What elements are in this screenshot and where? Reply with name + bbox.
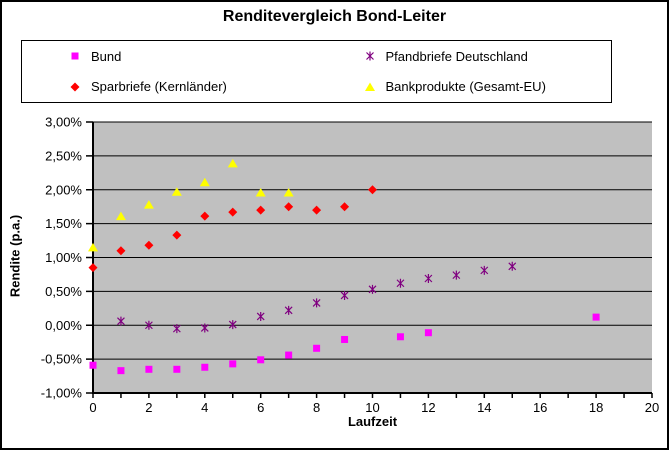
square-marker: [145, 365, 153, 373]
x-tick-label: 8: [313, 400, 320, 415]
diamond-marker: [70, 82, 80, 92]
star-marker: [365, 51, 374, 61]
square-marker: [117, 367, 125, 375]
triangle-marker: [115, 211, 126, 221]
square-marker: [257, 356, 265, 364]
y-tick-label: 2,00%: [45, 182, 82, 197]
star-marker: [228, 320, 237, 330]
y-axis-title: Rendite (p.a.): [7, 214, 23, 298]
square-marker: [229, 360, 237, 368]
star-marker: [256, 311, 265, 321]
y-tick-label: -0,50%: [41, 352, 83, 367]
triangle-marker: [364, 82, 375, 91]
diamond-marker: [116, 246, 126, 256]
series-star-1[interactable]: [117, 261, 517, 334]
legend-item-0[interactable]: Bund: [22, 41, 317, 72]
diamond-marker: [340, 202, 350, 212]
y-tick-label: 3,00%: [45, 115, 82, 130]
triangle-marker-icon: [364, 82, 375, 91]
legend-label: Sparbriefe (Kernländer): [91, 79, 227, 95]
y-tick-label: 1,00%: [45, 250, 82, 265]
diamond-marker: [228, 207, 238, 217]
x-tick-label: 18: [589, 400, 603, 415]
legend-label: Pfandbriefe Deutschland: [385, 48, 528, 64]
star-marker: [480, 265, 489, 275]
square-marker: [71, 52, 79, 60]
chart-title: Renditevergleich Bond-Leiter: [222, 8, 447, 25]
series-triangle-3[interactable]: [88, 158, 294, 252]
x-tick-label: 4: [201, 400, 208, 415]
square-marker: [424, 329, 432, 337]
y-tick-label: 1,50%: [45, 216, 82, 231]
star-marker: [396, 278, 405, 288]
triangle-marker: [88, 242, 98, 252]
triangle-marker: [171, 187, 182, 196]
y-tick-label: -1,00%: [41, 386, 83, 401]
y-tick-label: 0,00%: [45, 318, 82, 333]
x-tick-label: 16: [533, 400, 547, 415]
triangle-marker: [283, 187, 294, 197]
diamond-marker: [284, 202, 294, 212]
x-tick-label: 6: [257, 400, 264, 415]
square-marker: [592, 313, 600, 321]
star-marker: [424, 274, 433, 284]
star-marker: [200, 323, 209, 333]
diamond-marker: [312, 205, 322, 215]
star-marker-icon: [365, 51, 374, 61]
x-tick-label: 20: [645, 400, 659, 415]
legend-item-3[interactable]: Bankprodukte (Gesamt-EU): [317, 72, 612, 103]
square-marker: [285, 351, 293, 359]
x-tick-label: 10: [365, 400, 379, 415]
square-marker: [173, 365, 181, 373]
square-marker: [341, 335, 349, 343]
diamond-marker: [172, 230, 182, 240]
y-tick-label: 2,50%: [45, 148, 82, 163]
square-marker: [396, 333, 404, 341]
x-tick-label: 12: [421, 400, 435, 415]
diamond-marker: [368, 185, 377, 195]
star-marker: [312, 298, 321, 308]
x-axis-title: Laufzeit: [347, 414, 398, 429]
legend-label: Bankprodukte (Gesamt-EU): [385, 79, 546, 95]
triangle-marker: [255, 187, 266, 197]
triangle-marker: [199, 177, 210, 187]
square-marker: [201, 363, 209, 371]
legend[interactable]: Bund Pfandbriefe Deutschland Sparbriefe (K…: [21, 40, 612, 103]
star-marker: [144, 320, 153, 330]
x-tick-label: 0: [89, 400, 96, 415]
star-marker: [452, 270, 461, 280]
square-marker: [313, 344, 321, 352]
diamond-marker-icon: [70, 82, 80, 92]
legend-row: Sparbriefe (Kernländer) Bankprodukte (Ges…: [22, 72, 611, 103]
square-marker: [89, 361, 97, 369]
star-marker: [117, 316, 125, 326]
y-tick-label: 0,50%: [45, 284, 82, 299]
star-marker: [508, 261, 517, 271]
x-tick-label: 2: [145, 400, 152, 415]
legend-item-1[interactable]: Pfandbriefe Deutschland: [317, 41, 612, 72]
legend-label: Bund: [91, 48, 122, 64]
legend-item-2[interactable]: Sparbriefe (Kernländer): [22, 72, 317, 103]
series-square-0[interactable]: [89, 313, 600, 375]
triangle-marker: [143, 200, 154, 209]
series-diamond-2[interactable]: [88, 185, 378, 273]
x-tick-label: 14: [477, 400, 491, 415]
triangle-marker: [227, 158, 238, 168]
legend-row: Bund Pfandbriefe Deutschland: [22, 41, 611, 72]
diamond-marker: [144, 240, 154, 250]
star-marker: [368, 284, 377, 294]
star-marker: [340, 290, 349, 300]
diamond-marker: [256, 205, 266, 215]
star-marker: [284, 305, 293, 315]
star-marker: [172, 324, 181, 334]
square-marker-icon: [71, 52, 79, 60]
diamond-marker: [88, 263, 98, 273]
diamond-marker: [200, 211, 210, 221]
